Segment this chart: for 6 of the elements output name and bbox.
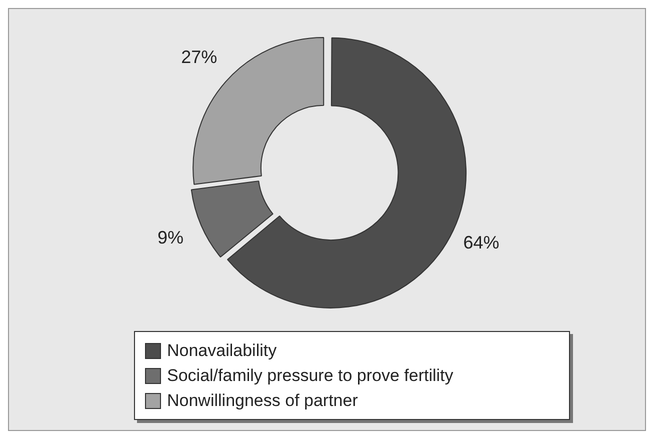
data-label: 9% xyxy=(158,228,184,248)
legend-label: Social/family pressure to prove fertility xyxy=(167,366,454,386)
data-label: 27% xyxy=(181,47,218,68)
legend-label: Nonavailability xyxy=(167,340,277,360)
legend-label: Nonwillingness of partner xyxy=(167,390,358,410)
data-label: 64% xyxy=(463,232,500,253)
